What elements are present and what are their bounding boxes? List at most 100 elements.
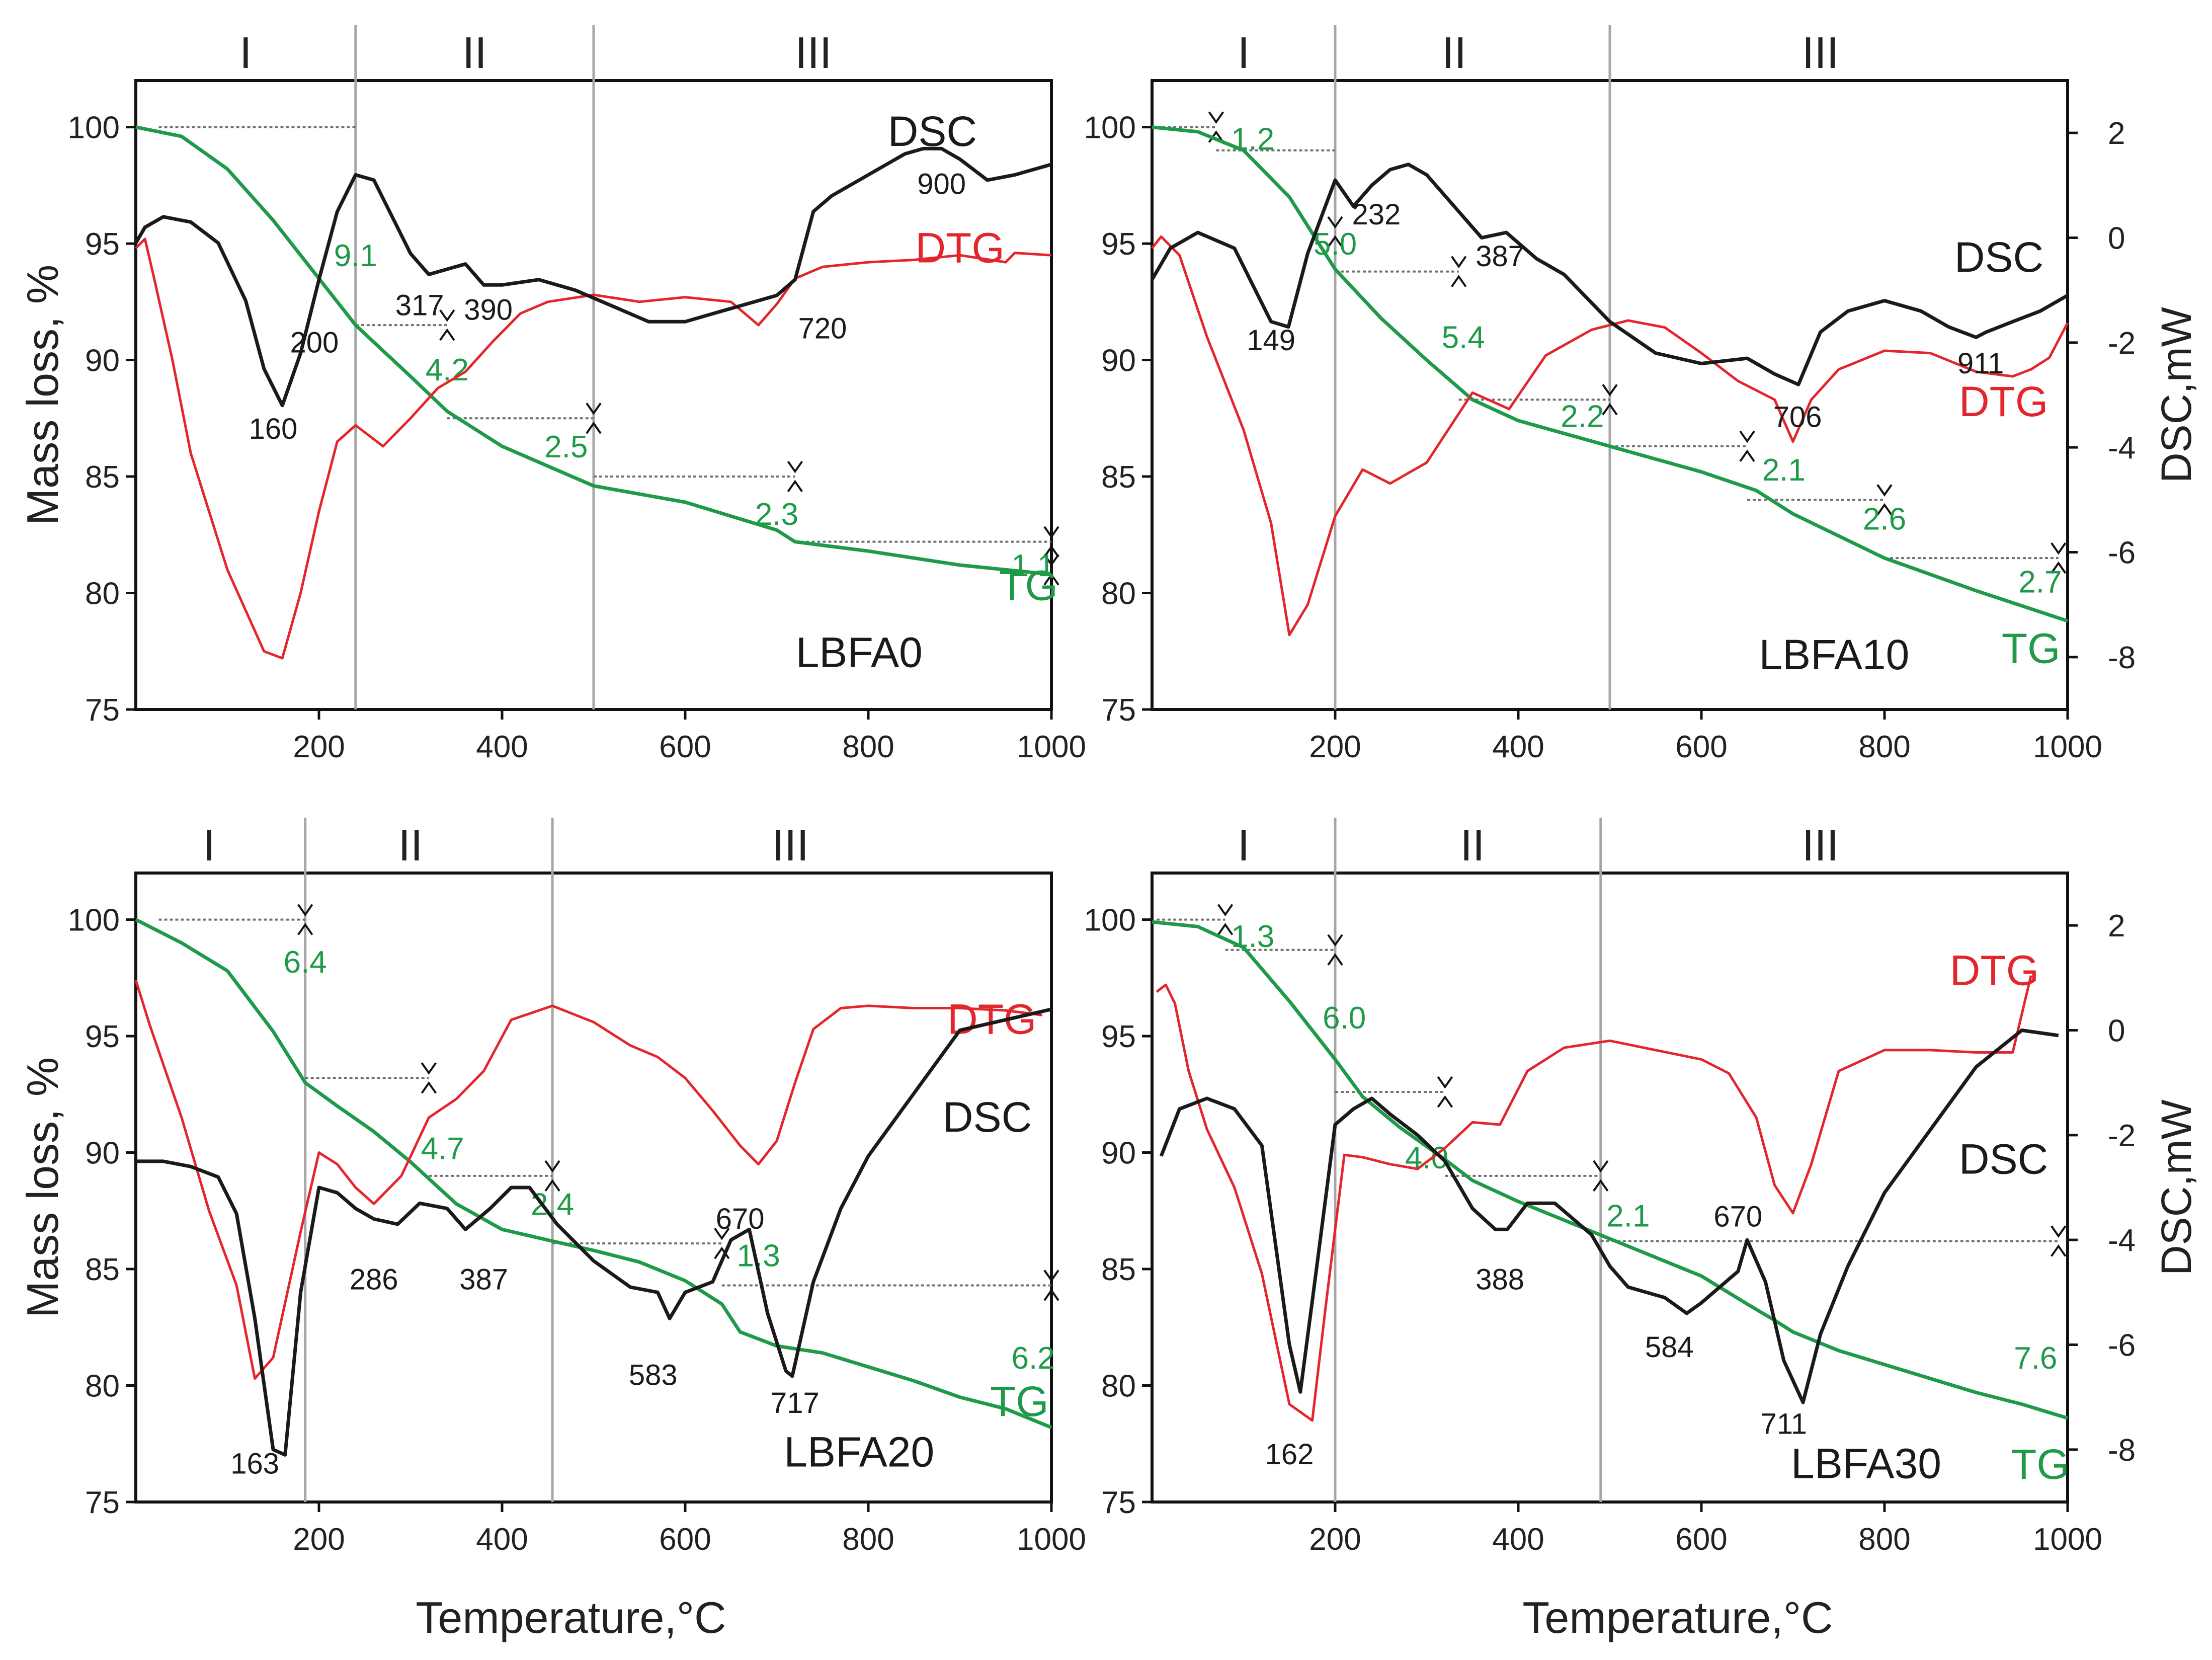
peak-temperature: 160 — [249, 413, 298, 445]
x-tick-label: 1000 — [1017, 1522, 1086, 1557]
plot-frame — [1151, 872, 2069, 1504]
x-axis-title-right: Temperature,°C — [1522, 1593, 1833, 1642]
step-arrow-down — [1437, 1076, 1453, 1089]
step-arrow-down — [439, 309, 455, 322]
series-label-dtg: DTG — [947, 996, 1036, 1043]
peak-temperature: 286 — [350, 1263, 398, 1296]
x-tick-label: 400 — [1492, 730, 1544, 764]
peak-temperature: 584 — [1645, 1331, 1694, 1364]
plot-frame — [134, 872, 1053, 1504]
step-arrow-up — [1327, 235, 1343, 248]
stage-label: II — [1442, 28, 1466, 77]
y-tick-label: 95 — [1101, 1019, 1136, 1054]
sample-label: LBFA30 — [1791, 1440, 1941, 1487]
series-dsc — [136, 1007, 1052, 1457]
step-arrow-down — [1602, 384, 1618, 397]
x-tick-label: 1000 — [2033, 1522, 2102, 1557]
y-tick-label: 90 — [1101, 344, 1136, 378]
y-tick-label: 80 — [1101, 1369, 1136, 1404]
series-label-dsc: DSC — [943, 1093, 1032, 1141]
peak-temperature: 583 — [629, 1359, 678, 1391]
mass-loss-value: 2.1 — [1762, 453, 1806, 488]
mass-loss-value: 7.6 — [2014, 1341, 2057, 1376]
y-tick-label: 95 — [85, 227, 120, 262]
dsc-tick-label: -6 — [2108, 1328, 2136, 1363]
y-tick-label: 75 — [1101, 1485, 1136, 1520]
step-arrow-down — [1739, 430, 1755, 443]
y-tick-label: 75 — [85, 693, 120, 728]
stage-label: III — [1802, 28, 1839, 77]
mass-loss-value: 2.7 — [2018, 565, 2062, 599]
x-tick-label: 400 — [1492, 1522, 1544, 1557]
mass-loss-value: 5.4 — [1442, 320, 1485, 355]
y-tick-label: 90 — [1101, 1136, 1136, 1171]
step-arrow-down — [586, 403, 602, 415]
series-tg — [135, 918, 1052, 1430]
x-tick-label: 200 — [293, 1522, 345, 1557]
x-tick-label: 600 — [659, 730, 711, 764]
x-tick-label: 1000 — [2033, 730, 2102, 764]
step-arrow-down — [2051, 542, 2067, 555]
step-arrow-up — [544, 1179, 560, 1192]
step-arrow-up — [1602, 403, 1618, 416]
series-dsc — [1159, 1029, 2059, 1404]
series-tg — [1152, 125, 2069, 623]
peak-temperature: 163 — [230, 1447, 279, 1480]
step-arrow-down — [1451, 256, 1467, 269]
peak-temperature: 911 — [1957, 347, 2004, 380]
mass-loss-value: 1.1 — [1011, 548, 1054, 583]
y-tick-label: 80 — [85, 577, 120, 611]
step-arrow-up — [2051, 1244, 2067, 1257]
series-label-dsc: DSC — [1954, 233, 2043, 281]
mass-loss-value: 9.1 — [334, 239, 377, 273]
x-tick-label: 600 — [1675, 1522, 1727, 1557]
dsc-tick-label: -2 — [2108, 1119, 2136, 1153]
peak-temperature: 232 — [1352, 198, 1401, 231]
x-axis-title-left: Temperature,°C — [416, 1593, 726, 1642]
step-arrow-up — [1451, 275, 1467, 287]
stage-label: I — [1238, 28, 1250, 77]
dsc-tick-label: -8 — [2108, 641, 2136, 675]
series-label-tg: TG — [990, 1378, 1049, 1425]
peak-temperature: 387 — [1476, 240, 1524, 273]
mass-loss-value: 1.2 — [1231, 122, 1274, 157]
y-tick-label: 80 — [85, 1369, 120, 1404]
peak-temperature: 670 — [716, 1203, 765, 1235]
mass-loss-value: 2.1 — [1606, 1199, 1650, 1234]
step-arrow-down — [787, 460, 803, 473]
x-tick-label: 1000 — [1017, 730, 1086, 764]
series-label-dsc: DSC — [1959, 1135, 2048, 1182]
dsc-tick-label: -8 — [2108, 1433, 2136, 1468]
mass-loss-value: 6.0 — [1323, 1001, 1366, 1036]
peak-temperature: 390 — [464, 294, 513, 327]
stage-label: II — [1460, 820, 1485, 870]
series-tg — [135, 125, 1052, 576]
x-tick-label: 600 — [659, 1522, 711, 1557]
y-tick-label: 75 — [85, 1485, 120, 1520]
mass-loss-value: 6.4 — [284, 945, 327, 980]
stage-label: II — [462, 28, 487, 77]
series-label-dtg: DTG — [915, 224, 1004, 271]
peak-temperature: 200 — [290, 327, 339, 359]
peak-temperature: 317 — [395, 289, 444, 322]
step-arrow-up — [297, 923, 313, 935]
series-dtg — [1156, 975, 2032, 1422]
x-tick-label: 800 — [842, 730, 894, 764]
dsc-tick-label: -6 — [2108, 536, 2136, 571]
sample-label: LBFA20 — [784, 1428, 934, 1475]
peak-temperature: 388 — [1476, 1263, 1524, 1296]
series-tg — [1152, 920, 2069, 1420]
x-tick-label: 800 — [1858, 1522, 1910, 1557]
y-tick-label: 80 — [1101, 577, 1136, 611]
sample-label: LBFA10 — [1759, 631, 1909, 678]
series-label-tg: TG — [2002, 625, 2061, 672]
step-arrow-down — [1043, 1270, 1059, 1282]
dsc-tick-label: 0 — [2108, 221, 2125, 256]
series-dsc — [134, 146, 1052, 408]
y-axis-title: Mass loss, % — [18, 1057, 67, 1318]
dsc-tick-label: 2 — [2108, 116, 2125, 151]
mass-loss-value: 2.2 — [1561, 400, 1604, 434]
